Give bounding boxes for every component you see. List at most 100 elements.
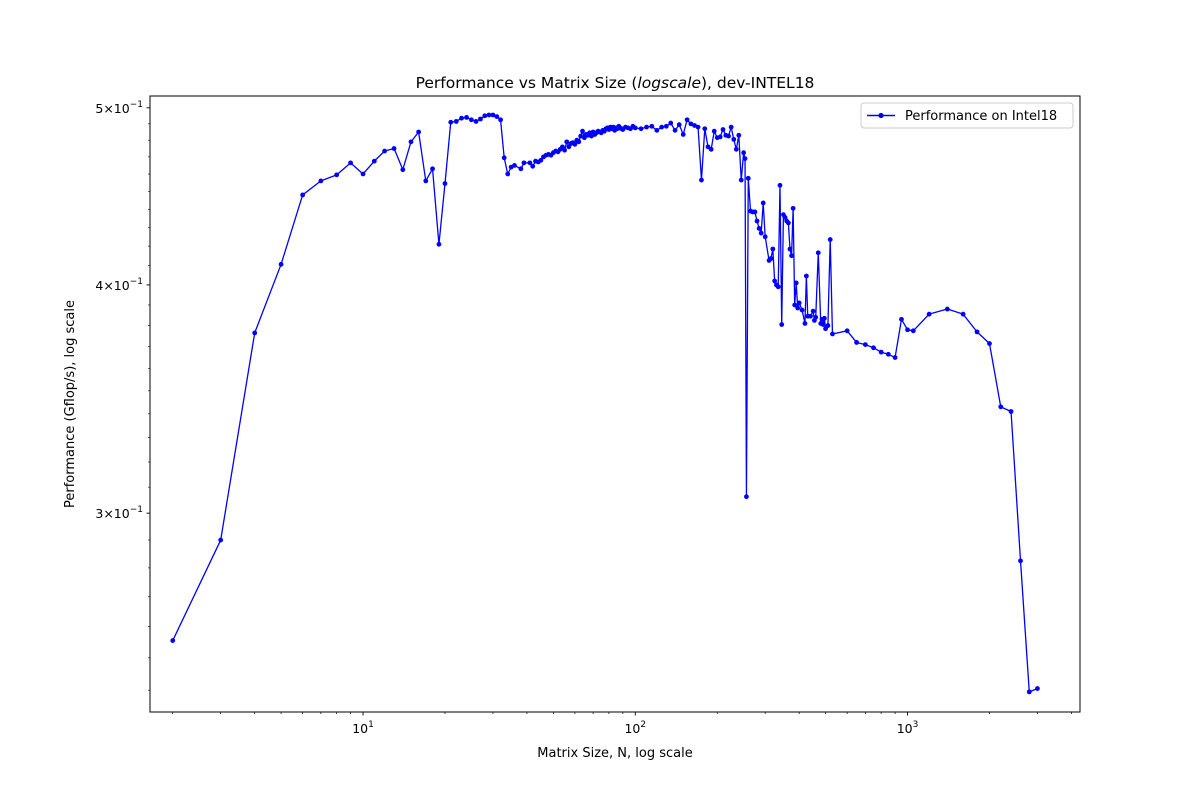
data-point [572,141,578,147]
data-point [538,157,544,163]
data-point [756,226,762,231]
data-point [752,209,758,215]
data-point [736,132,742,138]
data-point [430,166,435,172]
data-point [400,167,406,173]
data-point [668,120,674,126]
data-point [695,124,701,130]
data-point [799,307,805,313]
data-point [760,200,766,206]
data-point [960,311,966,317]
data-point [854,340,859,345]
data-point [486,112,492,118]
data-point [878,349,884,355]
data-point [521,160,527,166]
data-point [745,175,751,181]
data-point [562,147,567,153]
data-point [632,125,638,131]
data-point [789,253,794,259]
y-tick-label: 4×10−1 [95,277,143,293]
data-point [731,136,737,142]
data-point [348,160,353,166]
data-point [892,355,898,360]
y-tick-label: 5×10−1 [95,100,143,116]
data-point [436,241,442,247]
y-tick-label: 3×10−1 [95,505,143,521]
data-point [448,119,454,125]
data-point [1018,558,1023,564]
data-point [758,230,764,236]
data-point [360,171,366,177]
data-point [827,237,833,242]
data-point [218,537,224,543]
data-point [318,178,324,184]
data-point [944,306,950,312]
data-point [905,327,910,333]
chart-title: Performance vs Matrix Size (logscale), d… [416,74,815,92]
data-point [676,122,682,128]
data-point [659,124,665,130]
data-point [505,171,511,177]
data-point [987,341,992,346]
data-point [742,156,748,162]
data-point [726,133,731,139]
legend: Performance on Intel18 [860,102,1074,129]
data-point [717,134,723,140]
data-point [793,280,799,286]
data-point [808,313,813,319]
data-point [772,278,778,284]
data-point [702,126,708,132]
data-point [580,128,585,134]
data-point [578,133,584,139]
data-point [871,345,876,351]
data-point [1035,686,1040,691]
data-point [796,300,802,306]
data-point [708,146,714,152]
data-point [733,146,739,152]
data-point [518,166,524,172]
data-point [252,330,258,336]
data-point [830,331,835,337]
data-point [787,246,793,252]
plot-frame [149,95,1081,713]
data-point [453,119,459,124]
data-point [576,139,582,145]
data-point [564,139,570,145]
legend-entry-label: Performance on Intel18 [905,109,1057,124]
data-point [391,146,397,151]
data-point [803,273,809,279]
data-point [820,322,826,327]
data-point [501,155,507,161]
data-point [530,163,536,169]
data-point [885,351,891,357]
data-point [728,124,734,130]
data-point [494,114,500,119]
data-point [741,150,747,156]
data-point [408,139,414,145]
data-point [813,314,819,320]
data-point [1026,689,1032,695]
plot-area: 101 102 103 3×10−1 4×10−1 5×10−1 [95,95,1081,736]
data-point [478,116,483,122]
data-point [768,256,774,261]
data-point [663,123,669,129]
data-point [654,127,660,133]
data-point [459,115,464,121]
data-point [762,234,768,240]
data-point [754,218,760,224]
data-point [300,192,306,198]
data-point [862,342,868,347]
data-point [490,112,496,118]
data-point [782,215,788,220]
data-point [334,172,340,178]
data-point [790,205,796,211]
data-point [644,124,649,130]
data-point [170,638,176,643]
x-tick-label: 103 [897,720,919,736]
data-point [527,160,533,166]
data-point [785,220,791,226]
series-layer [170,112,1040,695]
data-point [382,148,387,154]
x-tick-label: 101 [352,720,374,736]
